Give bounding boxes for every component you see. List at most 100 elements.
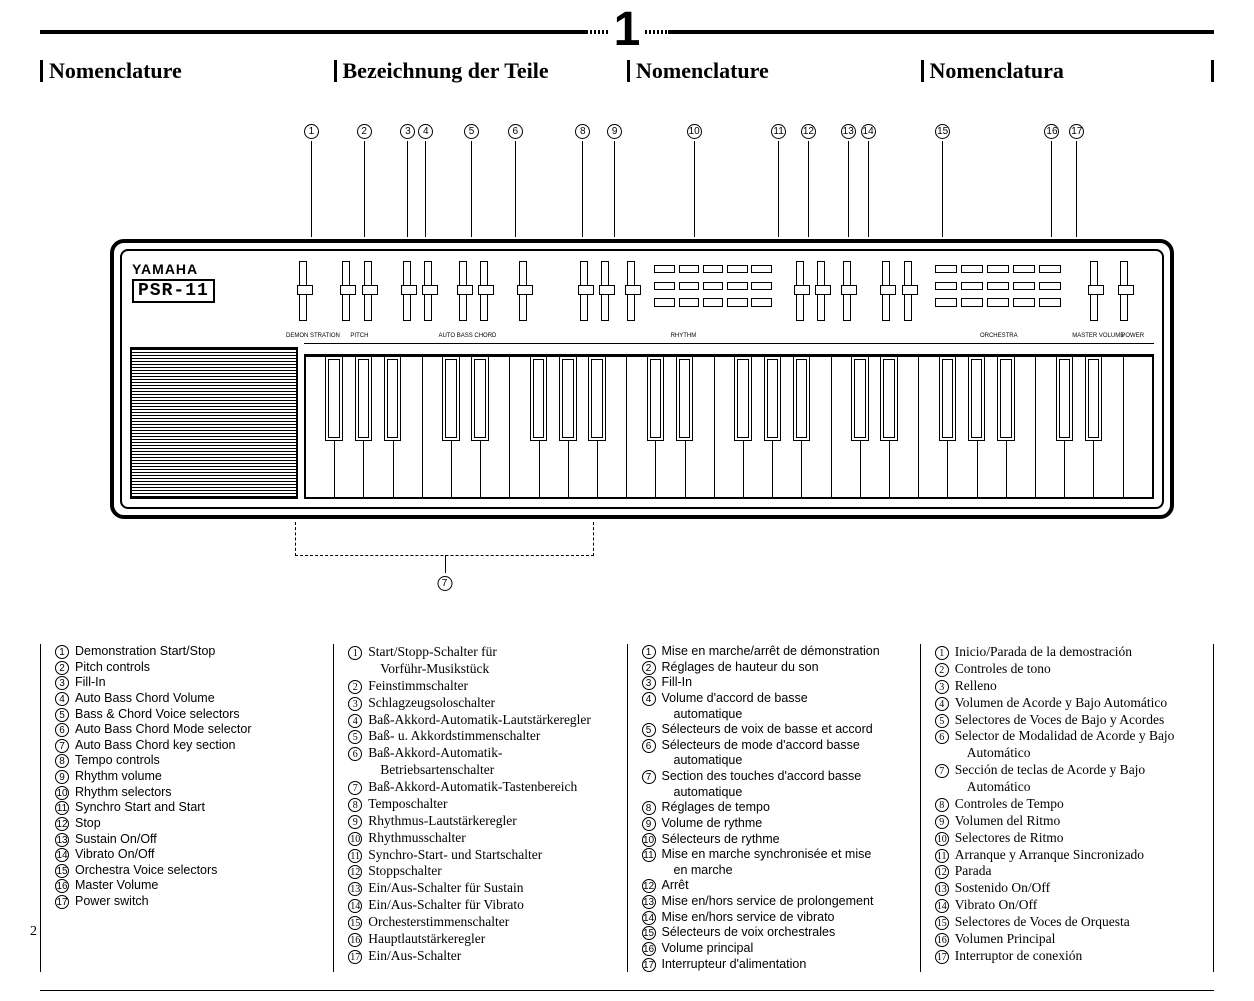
list-item: 12Arrêt bbox=[640, 878, 908, 894]
black-key bbox=[880, 357, 897, 441]
list-item: 14Vibrato On/Off bbox=[933, 897, 1201, 914]
item-number: 3 bbox=[53, 675, 71, 691]
item-text: Réglages de tempo bbox=[662, 800, 908, 816]
grid-button bbox=[751, 265, 772, 273]
keyboard-inner: YAMAHA PSR-11 DEMON STRATION PITCH bbox=[120, 249, 1164, 509]
label-master: MASTER VOLUME bbox=[1072, 333, 1115, 339]
black-key bbox=[793, 357, 810, 441]
grid-button bbox=[1013, 298, 1035, 306]
item-number: 17 bbox=[933, 948, 951, 965]
list-item-cont: automatique bbox=[640, 785, 908, 801]
column: 1Demonstration Start/Stop2Pitch controls… bbox=[40, 644, 333, 972]
pitch-slider bbox=[342, 261, 350, 321]
item-text: Schlagzeugsoloschalter bbox=[368, 695, 614, 712]
heading-en: Nomenclature bbox=[40, 58, 334, 84]
item-number: 1 bbox=[640, 644, 658, 660]
list-item-cont: Betriebsartenschalter bbox=[346, 762, 614, 779]
black-key bbox=[471, 357, 488, 441]
item-text: Sélecteurs de voix de basse et accord bbox=[662, 722, 908, 738]
callout-11: 11 bbox=[771, 124, 786, 237]
list-item: 16Volume principal bbox=[640, 941, 908, 957]
grid-button bbox=[1013, 265, 1035, 273]
white-key bbox=[919, 357, 948, 497]
item-text: Auto Bass Chord Volume bbox=[75, 691, 321, 707]
black-key bbox=[851, 357, 868, 441]
power-slider bbox=[1120, 261, 1128, 321]
speaker-grille bbox=[130, 347, 298, 499]
list-item: 5Bass & Chord Voice selectors bbox=[53, 707, 321, 723]
item-text: Interrupteur d'alimentation bbox=[662, 957, 908, 973]
item-text: Sustain On/Off bbox=[75, 832, 321, 848]
item-text: Synchro-Start- und Startschalter bbox=[368, 847, 614, 864]
item-number: 1 bbox=[53, 644, 71, 660]
list-item: 6Baß-Akkord-Automatik- bbox=[346, 745, 614, 762]
black-key bbox=[325, 357, 342, 441]
item-number: 15 bbox=[346, 914, 364, 931]
item-number: 3 bbox=[346, 695, 364, 712]
item-text: Auto Bass Chord Mode selector bbox=[75, 722, 321, 738]
callout-number: 13 bbox=[841, 124, 856, 139]
heading-es: Nomenclatura bbox=[921, 58, 1215, 84]
list-item: 9Volumen del Ritmo bbox=[933, 813, 1201, 830]
white-key bbox=[306, 357, 335, 497]
list-item: 1Inicio/Parada de la demostración bbox=[933, 644, 1201, 661]
grid-button bbox=[935, 298, 957, 306]
list-item: 13Sostenido On/Off bbox=[933, 880, 1201, 897]
item-number: 2 bbox=[640, 660, 658, 676]
item-text: Controles de Tempo bbox=[955, 796, 1201, 813]
callout-line bbox=[808, 141, 809, 237]
list-item: 12Parada bbox=[933, 863, 1201, 880]
mode-slider bbox=[519, 261, 527, 321]
callout-line bbox=[942, 141, 943, 237]
item-number: 7 bbox=[53, 738, 71, 754]
vbar-icon bbox=[40, 60, 43, 82]
grid-button bbox=[961, 298, 983, 306]
item-number: 13 bbox=[346, 880, 364, 897]
item-text: Inicio/Parada de la demostración bbox=[955, 644, 1201, 661]
white-key bbox=[423, 357, 452, 497]
item-number: 12 bbox=[53, 816, 71, 832]
item-number: 9 bbox=[346, 813, 364, 830]
item-text: Selectores de Voces de Orquesta bbox=[955, 914, 1201, 931]
item-number: 7 bbox=[346, 779, 364, 796]
text-columns: 1Demonstration Start/Stop2Pitch controls… bbox=[40, 644, 1214, 972]
callout-12: 12 bbox=[801, 124, 816, 237]
item-text: Stop bbox=[75, 816, 321, 832]
callout-17: 17 bbox=[1069, 124, 1084, 237]
item-text: en marche bbox=[662, 863, 908, 879]
rule-dots-left bbox=[586, 30, 609, 34]
list-item: 10Selectores de Ritmo bbox=[933, 830, 1201, 847]
list-item: 16Master Volume bbox=[53, 878, 321, 894]
list-item-cont: automatique bbox=[640, 753, 908, 769]
callouts: 123456891011121314151617 bbox=[130, 124, 1124, 244]
callout-line bbox=[311, 141, 312, 237]
item-text: Selector de Modalidad de Acorde y Bajo bbox=[955, 728, 1201, 745]
callout-line bbox=[694, 141, 695, 237]
chapter-rule: 1 bbox=[40, 20, 1214, 50]
list-item: 15Orchesterstimmenschalter bbox=[346, 914, 614, 931]
list-item: 14Mise en/hors service de vibrato bbox=[640, 910, 908, 926]
black-key bbox=[442, 357, 459, 441]
callout-14: 14 bbox=[861, 124, 876, 237]
page-number: 2 bbox=[30, 924, 37, 940]
item-text: Mise en marche/arrêt de démonstration bbox=[662, 644, 908, 660]
callout-number: 16 bbox=[1044, 124, 1059, 139]
item-text: Automático bbox=[955, 745, 1201, 762]
item-number: 14 bbox=[53, 847, 71, 863]
item-text: Rhythm volume bbox=[75, 769, 321, 785]
heading-text: Nomenclature bbox=[49, 58, 182, 84]
list-item: 15Selectores de Voces de Orquesta bbox=[933, 914, 1201, 931]
item-text: Ein/Aus-Schalter für Sustain bbox=[368, 880, 614, 897]
chapter-number: 1 bbox=[609, 6, 644, 54]
callout-line bbox=[868, 141, 869, 237]
item-number: 11 bbox=[53, 800, 71, 816]
grid-button bbox=[1039, 298, 1061, 306]
item-number: 11 bbox=[933, 847, 951, 864]
list-item: 13Mise en/hors service de prolongement bbox=[640, 894, 908, 910]
list-item: 14Vibrato On/Off bbox=[53, 847, 321, 863]
callout-7-bracket: 7 bbox=[295, 522, 594, 556]
item-text: Volumen del Ritmo bbox=[955, 813, 1201, 830]
model-label: PSR-11 bbox=[132, 279, 215, 303]
white-key bbox=[510, 357, 539, 497]
callout-9: 9 bbox=[607, 124, 622, 237]
